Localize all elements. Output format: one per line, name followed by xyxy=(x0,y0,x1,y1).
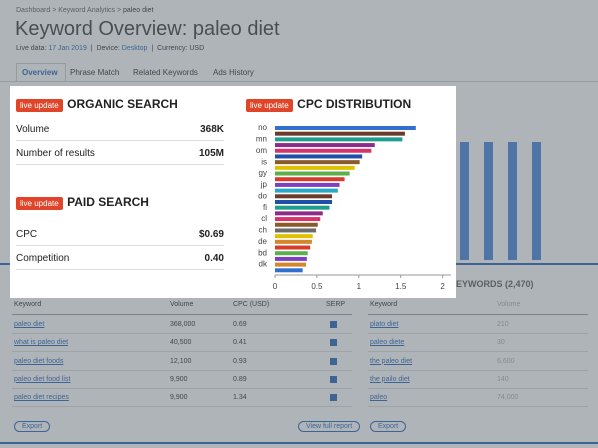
metric-value: 368K xyxy=(200,124,224,135)
bar xyxy=(275,262,307,267)
bar xyxy=(275,188,338,193)
cpc-chart: 0 0.5 1 1.5 2 no mn om is gy jp do fi cl ch de bd dk xyxy=(256,123,451,291)
bar xyxy=(275,131,405,136)
y-tick-label: de xyxy=(258,237,267,246)
y-tick-label: bd xyxy=(258,248,267,257)
x-tick-label: 1 xyxy=(357,282,362,291)
metric-label: Competition xyxy=(16,253,70,264)
badge: live update xyxy=(246,99,293,112)
metric-value: $0.69 xyxy=(198,229,224,240)
bar xyxy=(275,200,332,204)
y-tick-label: ch xyxy=(259,226,267,235)
y-tick-label: om xyxy=(256,146,267,155)
bar xyxy=(275,148,372,153)
section-title: PAID SEARCH xyxy=(67,195,149,209)
cpc-header: live update CPC DISTRIBUTION xyxy=(246,95,411,113)
x-tick-label: 1.5 xyxy=(395,282,407,291)
row-sep xyxy=(16,164,224,165)
y-tick-label: do xyxy=(258,191,267,200)
bar xyxy=(275,143,375,148)
bar xyxy=(275,160,360,165)
bar xyxy=(275,239,312,244)
y-tick-label: gy xyxy=(259,169,267,178)
metric-label: CPC xyxy=(16,229,38,240)
bar xyxy=(275,177,345,182)
bar xyxy=(275,234,313,239)
bar xyxy=(275,211,323,216)
metric-label: Number of results xyxy=(16,148,95,159)
metric-value: 105M xyxy=(198,148,224,159)
row-sep xyxy=(16,269,224,270)
bar xyxy=(275,137,403,142)
bar xyxy=(275,222,318,227)
y-tick-label: fi xyxy=(263,203,267,212)
metric-label: Volume xyxy=(16,124,50,135)
bar xyxy=(275,126,416,130)
y-tick-label: mn xyxy=(256,134,267,143)
bar xyxy=(275,228,317,233)
bar xyxy=(275,171,350,176)
bar xyxy=(275,251,308,256)
section-title: ORGANIC SEARCH xyxy=(67,97,178,111)
y-tick-label: jp xyxy=(260,180,268,189)
popup xyxy=(10,86,456,298)
x-tick-label: 0 xyxy=(273,282,278,291)
bar xyxy=(275,165,355,170)
bar xyxy=(275,194,332,199)
bar xyxy=(275,268,303,273)
y-tick-label: dk xyxy=(259,260,268,269)
y-tick-label: is xyxy=(261,157,267,166)
x-tick-label: 0.5 xyxy=(311,282,323,291)
row-sep xyxy=(16,140,224,141)
bar xyxy=(275,154,363,159)
organic-header: live update ORGANIC SEARCH xyxy=(16,95,178,113)
bar xyxy=(275,245,311,250)
badge: live update xyxy=(16,197,63,210)
paid-header: live update PAID SEARCH xyxy=(16,193,149,211)
bar xyxy=(275,256,307,261)
bar xyxy=(275,182,340,187)
section-title: CPC DISTRIBUTION xyxy=(297,97,412,111)
bar xyxy=(275,217,321,222)
metric-value: 0.40 xyxy=(204,253,224,264)
y-tick-label: cl xyxy=(261,214,267,223)
badge: live update xyxy=(16,99,63,112)
row-sep xyxy=(16,245,224,246)
y-tick-label: no xyxy=(258,123,267,132)
x-tick-label: 2 xyxy=(440,282,445,291)
bar xyxy=(275,205,330,210)
